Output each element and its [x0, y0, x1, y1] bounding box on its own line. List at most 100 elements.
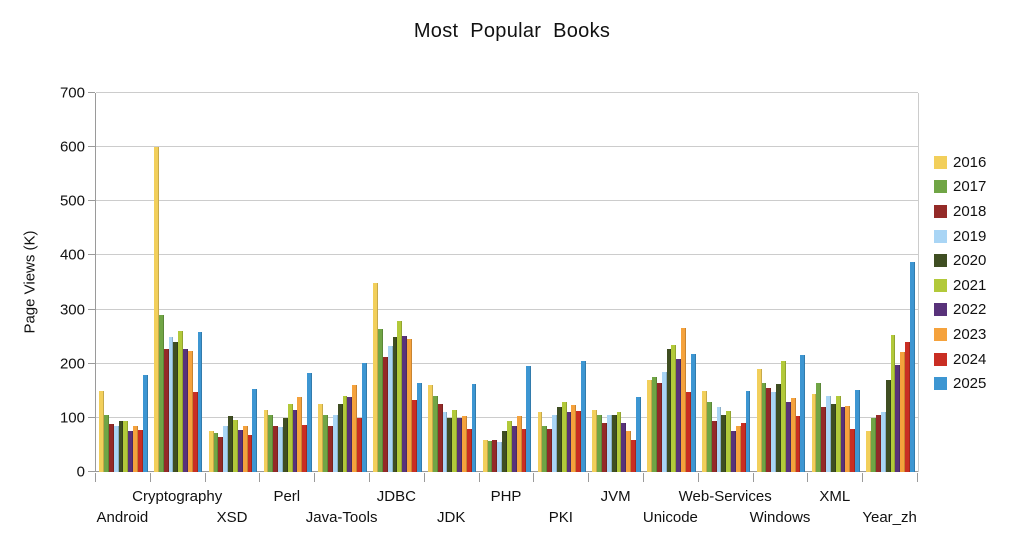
- bar-windows-2017: [761, 382, 767, 472]
- bar-cryptography-2021: [178, 331, 184, 472]
- bar-jdbc-2023: [407, 339, 412, 472]
- bar-web-services-2017: [706, 401, 712, 472]
- bar-windows-2024: [795, 416, 801, 472]
- bar-web-services-2024: [740, 423, 746, 472]
- legend-item-2018: 2018: [934, 199, 986, 224]
- bar-jvm-2022: [621, 423, 627, 472]
- bar-android-2016: [99, 390, 105, 472]
- bar-jdbc-2018: [382, 357, 388, 472]
- bar-php-2017: [487, 441, 493, 472]
- bar-java-tools-2024: [357, 417, 362, 472]
- bar-cryptography-2019: [168, 336, 174, 472]
- legend-item-2025: 2025: [934, 371, 986, 396]
- x-category-label-xml: XML: [819, 488, 851, 505]
- bar-android-2022: [128, 431, 134, 472]
- bar-xml-2016: [811, 393, 817, 472]
- gridline: [96, 254, 918, 256]
- bar-web-services-2021: [726, 410, 732, 472]
- bar-web-services-2023: [735, 425, 741, 472]
- bar-php-2021: [507, 420, 512, 472]
- bar-windows-2016: [756, 369, 762, 472]
- y-tick-label: 700: [59, 84, 85, 102]
- bar-xml-2021: [835, 396, 841, 472]
- x-tick-mark: [369, 473, 370, 482]
- x-category-label-perl: Perl: [273, 488, 301, 505]
- bar-xml-2019: [826, 396, 831, 472]
- bar-unicode-2023: [681, 327, 686, 472]
- bar-jdk-2024: [466, 428, 472, 472]
- bar-cryptography-2020: [173, 342, 179, 472]
- y-tick-label: 400: [59, 246, 85, 264]
- bar-web-services-2025: [745, 390, 751, 472]
- x-category-label-pki: PKI: [548, 509, 573, 526]
- bar-year_zh-2024: [905, 342, 910, 472]
- bar-java-tools-2023: [352, 385, 358, 472]
- bar-android-2019: [113, 425, 119, 472]
- bar-jvm-2019: [606, 415, 612, 472]
- bar-jdk-2023: [461, 416, 467, 472]
- bar-xml-2025: [855, 389, 860, 472]
- bar-web-services-2016: [702, 390, 707, 472]
- y-tick-label: 300: [59, 301, 85, 319]
- legend-swatch-icon: [934, 303, 947, 317]
- x-category-label-cryptography: Cryptography: [132, 488, 223, 505]
- bar-pki-2021: [561, 401, 567, 472]
- x-category-label-jvm: JVM: [600, 488, 631, 505]
- x-category-label-xsd: XSD: [216, 509, 248, 526]
- bar-xsd-2019: [223, 425, 229, 472]
- bar-jvm-2020: [611, 414, 617, 472]
- legend-label: 2019: [953, 227, 987, 245]
- bar-xsd-2021: [233, 420, 238, 472]
- plot-area: [95, 92, 919, 472]
- legend-swatch-icon: [934, 352, 947, 366]
- y-tick-mark: [88, 471, 95, 472]
- legend-swatch-icon: [934, 204, 947, 218]
- bar-unicode-2016: [647, 379, 653, 472]
- bar-pki-2025: [581, 361, 586, 472]
- bar-windows-2020: [776, 384, 781, 472]
- bar-java-tools-2025: [361, 362, 367, 472]
- legend-swatch-icon: [934, 377, 947, 391]
- x-tick-mark: [478, 473, 480, 482]
- legend-label: 2024: [953, 350, 987, 368]
- x-tick-mark: [204, 473, 206, 482]
- legend-item-2016: 2016: [934, 150, 986, 175]
- bar-year_zh-2021: [890, 335, 896, 472]
- bar-pki-2016: [537, 412, 543, 472]
- bar-php-2022: [511, 425, 517, 472]
- bar-pki-2022: [566, 412, 572, 472]
- bar-unicode-2022: [676, 359, 682, 472]
- x-tick-mark: [314, 473, 316, 482]
- bar-jvm-2018: [602, 423, 607, 472]
- gridline: [96, 362, 918, 364]
- bar-unicode-2025: [690, 353, 696, 472]
- bar-php-2025: [526, 366, 532, 472]
- bar-xml-2024: [850, 428, 856, 472]
- bar-android-2021: [123, 420, 129, 472]
- bar-android-2017: [104, 415, 109, 472]
- legend-label: 2021: [953, 276, 987, 294]
- bar-xsd-2018: [218, 436, 224, 472]
- bar-perl-2017: [268, 415, 274, 472]
- bar-perl-2021: [287, 404, 293, 472]
- bar-php-2020: [502, 431, 507, 472]
- gridline: [96, 200, 918, 202]
- bar-android-2024: [137, 429, 143, 472]
- x-category-label-java-tools: Java-Tools: [305, 509, 378, 526]
- bar-jdk-2025: [471, 383, 477, 472]
- bar-unicode-2021: [671, 344, 677, 472]
- legend-swatch-icon: [934, 229, 947, 243]
- bar-web-services-2018: [711, 420, 717, 472]
- legend-item-2022: 2022: [934, 298, 986, 323]
- bar-xsd-2023: [242, 425, 248, 472]
- legend-label: 2018: [953, 202, 987, 220]
- y-tick-mark: [88, 362, 95, 364]
- legend-item-2019: 2019: [934, 224, 986, 249]
- x-category-label-web-services: Web-Services: [678, 488, 772, 505]
- bar-year_zh-2018: [876, 415, 881, 472]
- bar-jdk-2022: [457, 418, 462, 472]
- gridline: [96, 146, 918, 148]
- bar-jdk-2019: [442, 412, 448, 472]
- bar-perl-2018: [273, 425, 279, 472]
- bar-jvm-2023: [626, 430, 632, 472]
